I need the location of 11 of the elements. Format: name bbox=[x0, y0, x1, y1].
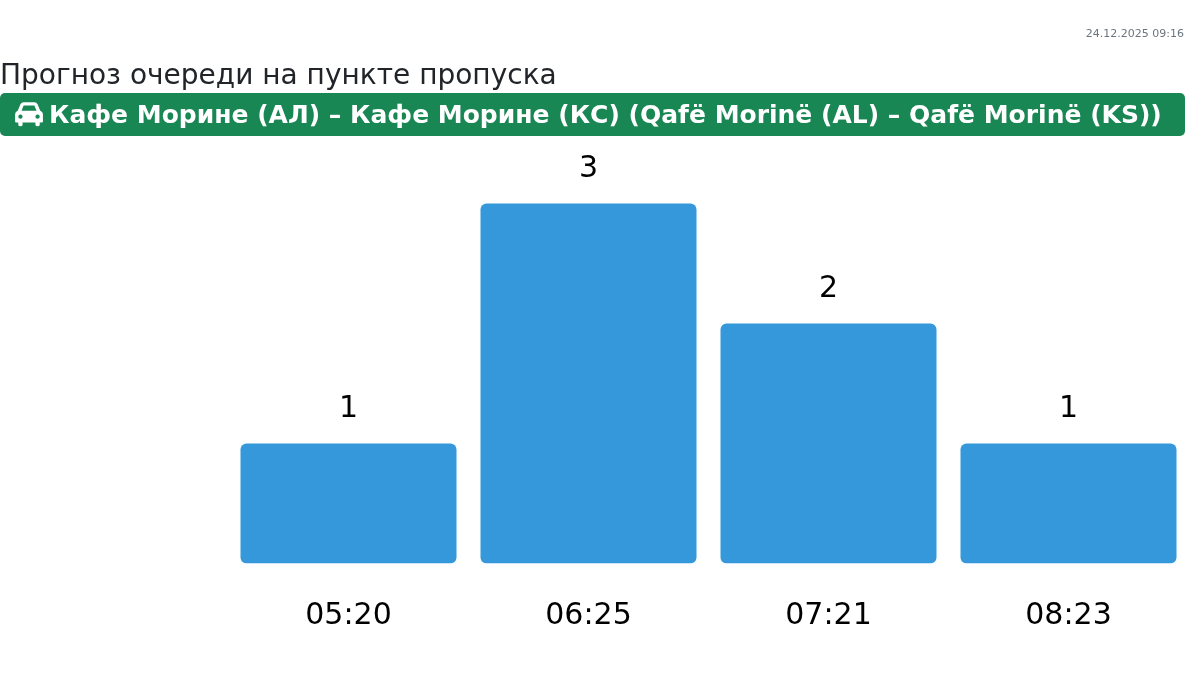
data-label: 3 bbox=[578, 148, 599, 184]
x-tick-label: 08:23 bbox=[1025, 595, 1112, 631]
x-tick-label: 07:21 bbox=[785, 595, 872, 631]
data-label: 2 bbox=[818, 268, 839, 304]
data-label: 1 bbox=[338, 388, 359, 424]
data-label: 1 bbox=[1058, 388, 1079, 424]
chart-title: Прогноз очереди на пункте пропуска bbox=[0, 58, 557, 91]
text: 24.12.2025 09:16 bbox=[1085, 26, 1184, 42]
x-tick-label: 05:20 bbox=[305, 595, 392, 631]
chart-subtitle: Кафе Морине (АЛ) – Кафе Морине (КС) (Qafë Morinë (AL) – Qafë Morinë (KS)) bbox=[0, 93, 1185, 136]
x-tick-label: 06:25 bbox=[545, 595, 632, 631]
